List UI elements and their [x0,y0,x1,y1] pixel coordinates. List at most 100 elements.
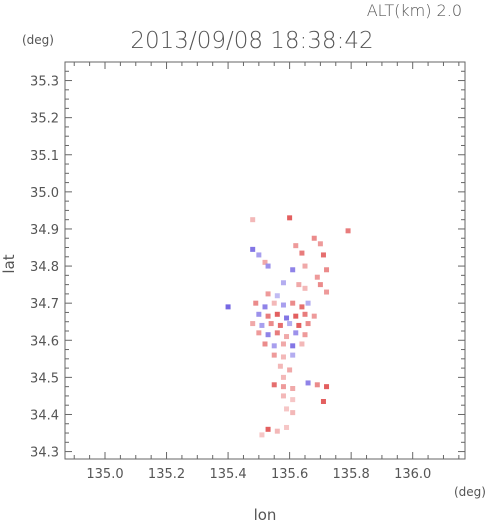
data-point [284,334,290,340]
data-point [280,374,286,380]
data-point [290,300,296,306]
data-point [302,311,308,317]
data-point [293,330,299,336]
data-point [305,380,311,386]
x-tick-label: 135.4 [209,467,246,482]
y-tick-label: 35.2 [30,112,59,127]
data-point [280,341,286,347]
data-point [299,304,305,310]
chart-title: 2013/09/08 18:38:42 [130,28,373,54]
data-point [299,341,305,347]
y-tick-label: 34.4 [30,408,59,423]
data-point [280,393,286,399]
data-point [317,241,323,247]
data-point [262,304,268,310]
data-point [277,322,283,328]
data-point [314,382,320,388]
data-point [320,398,326,404]
y-axis-label: lat [0,254,18,273]
data-point [271,382,277,388]
y-tick-label: 34.3 [30,446,59,461]
data-point [265,332,271,338]
data-point [287,215,293,221]
data-point [290,343,296,349]
data-points [225,215,351,438]
data-point [324,289,330,295]
data-point [280,384,286,390]
data-point [271,300,277,306]
x-tick-label: 135.0 [86,467,123,482]
data-point [259,432,265,438]
data-point [253,300,259,306]
data-point [280,280,286,286]
data-point [280,354,286,360]
data-point [271,352,277,358]
data-point [274,428,280,434]
axis-ticks [65,61,465,459]
data-point [256,330,262,336]
altitude-label: ALT(km) 2.0 [367,1,462,20]
data-point [250,217,256,223]
data-point [274,293,280,299]
y-tick-label: 35.1 [30,149,59,164]
data-point [287,321,293,327]
data-point [280,302,286,308]
x-tick-label: 135.6 [271,467,308,482]
data-point [345,228,351,234]
data-point [284,315,290,321]
x-tick-label: 135.8 [333,467,370,482]
y-tick-label: 34.6 [30,334,59,349]
y-tick-label: 34.7 [30,297,59,312]
data-point [314,274,320,280]
data-point [256,252,262,258]
data-point [299,250,305,256]
data-point [284,406,290,412]
data-point [265,313,271,319]
data-point [311,313,317,319]
data-point [324,267,330,273]
data-point [284,424,290,430]
x-tick-labels: 135.0 135.2 135.4 135.6 135.8 136.0 [86,467,431,482]
y-tick-labels: 34.3 34.4 34.5 34.6 34.7 34.8 34.9 35.0 35.1 35.2… [30,75,59,461]
data-point [271,343,277,349]
data-point [305,300,311,306]
data-point [302,332,308,338]
y-tick-label: 34.8 [30,260,59,275]
data-point [287,367,293,373]
data-point [311,235,317,241]
data-point [290,410,296,416]
y-axis-unit: (deg) [22,33,54,47]
data-point [262,259,268,265]
data-point [296,282,302,288]
data-point [290,267,296,273]
data-point [305,321,311,327]
data-point [290,386,296,392]
data-point [262,341,268,347]
data-point [274,311,280,317]
x-tick-label: 135.2 [148,467,185,482]
data-point [225,304,231,310]
data-point [317,282,323,288]
data-point [265,263,271,269]
x-tick-label: 136.0 [394,467,431,482]
x-axis-label: lon [254,506,277,521]
data-point [320,252,326,258]
data-point [293,243,299,249]
data-point [290,352,296,358]
data-point [302,285,308,291]
data-point [256,311,262,317]
data-point [296,322,302,328]
x-axis-unit: (deg) [454,485,486,499]
data-point [293,313,299,319]
y-tick-label: 34.5 [30,371,59,386]
data-point [302,263,308,269]
data-point [250,321,256,327]
data-point [277,363,283,369]
y-tick-label: 35.3 [30,75,59,90]
data-point [290,397,296,403]
data-point [274,330,280,336]
data-point [259,322,265,328]
data-point [324,384,330,390]
y-tick-label: 35.0 [30,186,59,201]
